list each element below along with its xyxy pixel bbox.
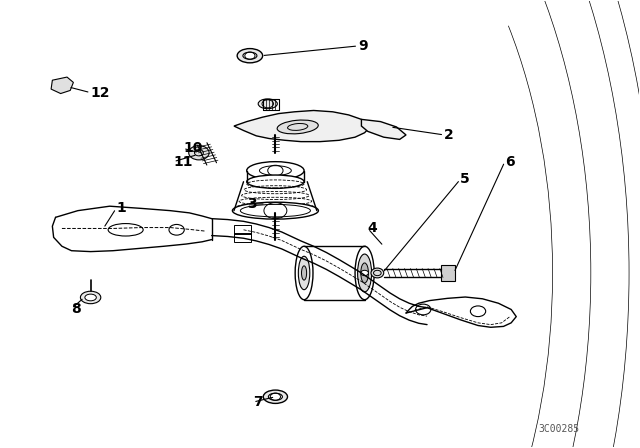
Text: 2: 2 — [444, 128, 454, 142]
Text: 8: 8 — [72, 302, 81, 315]
Text: 3: 3 — [246, 197, 257, 211]
Text: 10: 10 — [183, 141, 202, 155]
Ellipse shape — [355, 246, 374, 300]
Ellipse shape — [301, 266, 307, 280]
FancyBboxPatch shape — [441, 265, 455, 281]
Ellipse shape — [237, 48, 262, 63]
Text: 3C00285: 3C00285 — [538, 424, 580, 434]
Text: 11: 11 — [173, 155, 193, 168]
Ellipse shape — [268, 393, 282, 401]
Text: 9: 9 — [358, 39, 368, 53]
Ellipse shape — [246, 162, 304, 180]
Text: 1: 1 — [116, 202, 126, 215]
Circle shape — [189, 146, 209, 160]
Ellipse shape — [243, 52, 257, 59]
Polygon shape — [234, 111, 371, 142]
Ellipse shape — [263, 390, 287, 404]
Ellipse shape — [358, 254, 372, 292]
Polygon shape — [51, 77, 74, 94]
Ellipse shape — [277, 120, 318, 134]
Text: 5: 5 — [460, 172, 470, 186]
Circle shape — [361, 270, 369, 276]
Text: 4: 4 — [368, 221, 378, 236]
Ellipse shape — [361, 263, 369, 283]
Ellipse shape — [81, 291, 100, 304]
Text: 12: 12 — [91, 86, 110, 99]
Ellipse shape — [232, 202, 319, 219]
Text: 7: 7 — [253, 395, 262, 409]
Polygon shape — [362, 119, 406, 139]
Ellipse shape — [298, 256, 310, 290]
Ellipse shape — [258, 99, 277, 109]
Ellipse shape — [295, 246, 313, 300]
Ellipse shape — [371, 268, 384, 278]
Text: 6: 6 — [505, 155, 515, 168]
Ellipse shape — [246, 175, 304, 188]
Ellipse shape — [85, 294, 97, 301]
